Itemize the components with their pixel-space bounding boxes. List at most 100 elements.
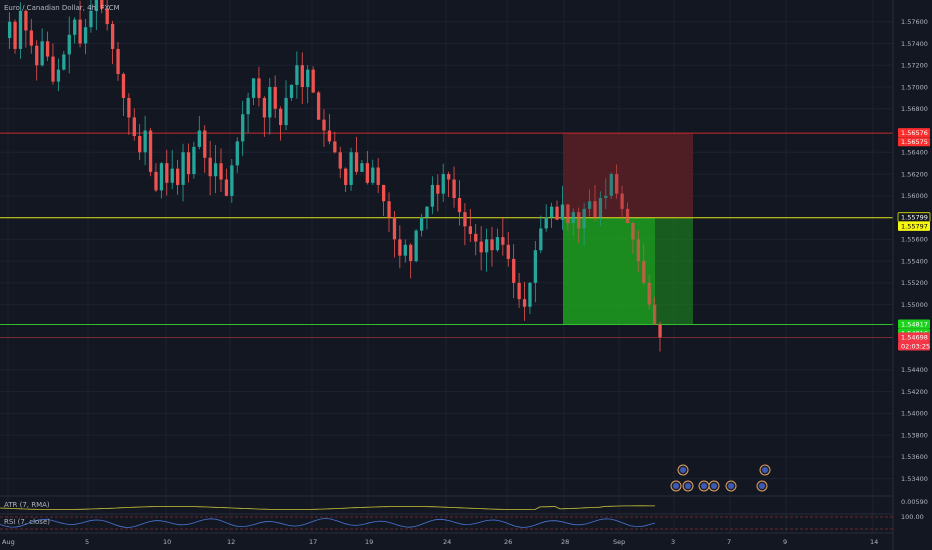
candle[interactable] (148, 127, 153, 177)
candle[interactable] (452, 166, 456, 208)
candle[interactable] (40, 28, 44, 67)
candle[interactable] (35, 40, 39, 81)
candle[interactable] (165, 149, 169, 196)
candle[interactable] (609, 172, 613, 200)
candle[interactable] (490, 226, 494, 267)
candle[interactable] (289, 84, 294, 101)
candle[interactable] (306, 65, 310, 104)
candle[interactable] (94, 0, 99, 31)
candle[interactable] (414, 229, 418, 263)
candle[interactable] (251, 78, 256, 105)
candle[interactable] (78, 0, 82, 48)
position-zones[interactable] (563, 133, 693, 325)
rsi-legend[interactable]: RSI (7, close) (4, 518, 50, 526)
candle[interactable] (658, 321, 662, 352)
candle[interactable] (268, 78, 272, 135)
candle[interactable] (311, 66, 315, 94)
event-marker-5[interactable] (725, 480, 737, 492)
candle[interactable] (316, 90, 321, 121)
candle[interactable] (484, 228, 489, 272)
candle[interactable] (468, 208, 472, 243)
candle[interactable] (560, 185, 565, 230)
candle[interactable] (13, 19, 17, 54)
candle[interactable] (528, 281, 532, 315)
time-axis[interactable]: Aug 5 10 12 17 19 24 26 28 Sep 3 7 9 14 (2, 538, 878, 546)
candle[interactable] (338, 146, 342, 179)
candle[interactable] (138, 124, 142, 161)
candle[interactable] (197, 115, 201, 150)
candle[interactable] (474, 224, 478, 256)
candle[interactable] (642, 243, 646, 285)
candle[interactable] (365, 150, 370, 185)
candle[interactable] (192, 141, 196, 179)
candle[interactable] (512, 244, 516, 299)
candle[interactable] (127, 93, 131, 135)
candle[interactable] (636, 230, 641, 272)
candle[interactable] (652, 296, 657, 325)
candle[interactable] (403, 239, 407, 263)
candle[interactable] (186, 143, 191, 183)
candle[interactable] (582, 202, 586, 247)
event-marker-8[interactable] (682, 480, 694, 492)
candle[interactable] (550, 202, 554, 228)
event-marker-7[interactable] (756, 480, 768, 492)
candle[interactable] (436, 174, 440, 212)
candle[interactable] (631, 221, 635, 254)
candle[interactable] (322, 109, 326, 147)
candle[interactable] (300, 52, 304, 105)
candle[interactable] (593, 185, 597, 222)
stop-loss-zone[interactable] (563, 133, 693, 218)
candle[interactable] (522, 281, 527, 321)
candle[interactable] (333, 131, 337, 154)
candle[interactable] (110, 20, 115, 65)
candle[interactable] (246, 92, 250, 133)
candle[interactable] (235, 137, 239, 174)
candle[interactable] (100, 0, 104, 14)
candle[interactable] (479, 226, 483, 271)
candle[interactable] (273, 75, 277, 118)
candle[interactable] (501, 218, 505, 256)
candle[interactable] (83, 18, 88, 55)
candle[interactable] (116, 42, 120, 81)
candle[interactable] (371, 159, 375, 185)
candle[interactable] (598, 191, 603, 226)
candle[interactable] (132, 108, 136, 141)
candle[interactable] (62, 50, 66, 71)
candle[interactable] (409, 243, 413, 279)
candle[interactable] (620, 185, 624, 219)
event-marker-6[interactable] (759, 464, 771, 476)
candle[interactable] (203, 125, 207, 173)
candle[interactable] (89, 0, 93, 33)
candle[interactable] (447, 171, 451, 198)
candle[interactable] (419, 213, 424, 237)
candle[interactable] (344, 167, 348, 192)
candle[interactable] (571, 208, 575, 236)
candle[interactable] (224, 168, 229, 197)
event-marker-2[interactable] (670, 480, 682, 492)
candle[interactable] (376, 158, 380, 194)
candle[interactable] (544, 204, 548, 232)
candle[interactable] (219, 148, 223, 193)
candle[interactable] (398, 225, 402, 269)
candle[interactable] (143, 115, 147, 166)
candle[interactable] (176, 160, 180, 195)
candle[interactable] (67, 16, 71, 74)
event-marker-4[interactable] (708, 480, 720, 492)
candle[interactable] (51, 43, 55, 85)
candle[interactable] (539, 215, 543, 254)
candle[interactable] (360, 159, 364, 172)
candle[interactable] (24, 9, 28, 48)
candle[interactable] (208, 140, 212, 196)
candle[interactable] (170, 149, 174, 190)
candle[interactable] (430, 176, 435, 215)
candle[interactable] (230, 159, 234, 203)
event-marker-1[interactable] (677, 464, 689, 476)
candle[interactable] (121, 72, 126, 117)
candle[interactable] (241, 100, 245, 156)
candle[interactable] (8, 12, 12, 50)
candle[interactable] (262, 96, 267, 137)
candle[interactable] (533, 241, 538, 303)
candle[interactable] (392, 210, 397, 258)
candle[interactable] (213, 145, 218, 194)
